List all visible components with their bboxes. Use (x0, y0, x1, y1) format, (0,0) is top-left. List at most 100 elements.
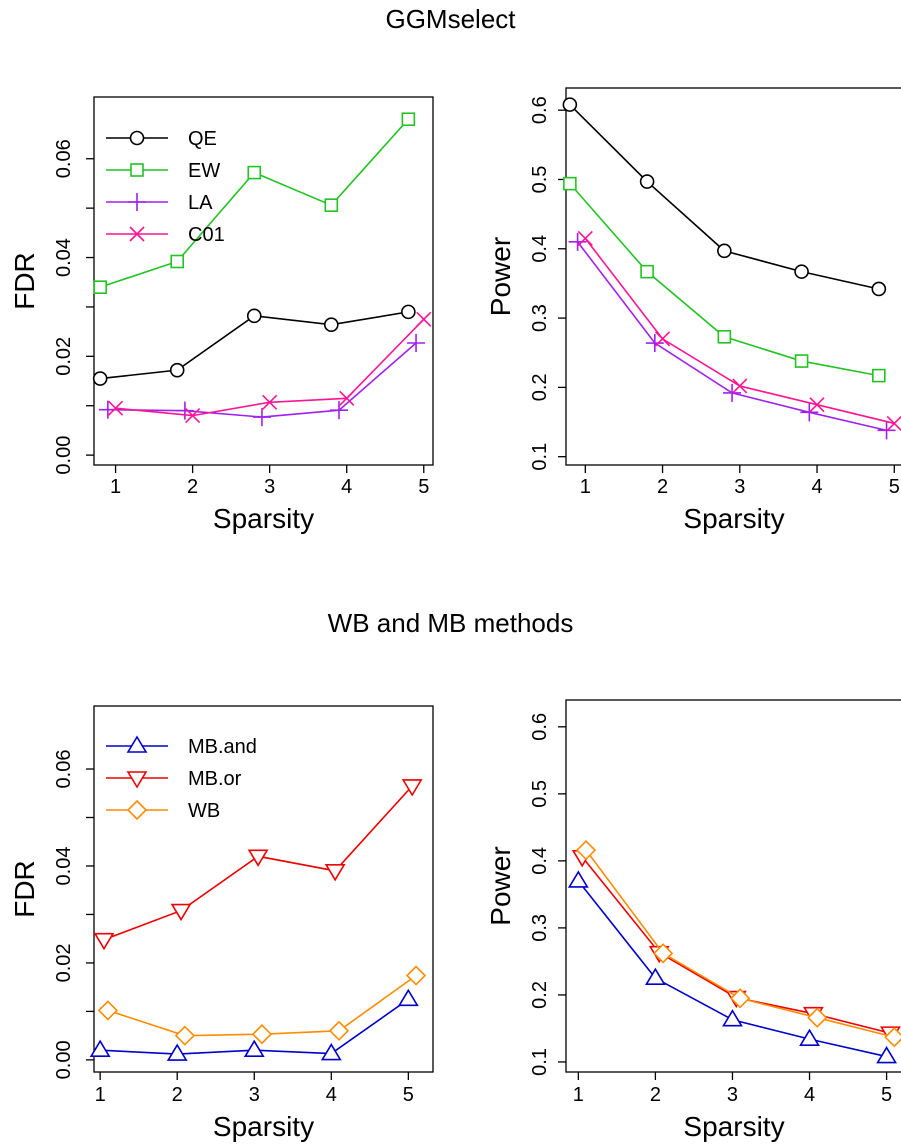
legend: MB.and MB.or WB (106, 735, 257, 822)
series-MB.and (567, 870, 898, 1064)
data-point (644, 967, 666, 985)
data-point (324, 198, 339, 212)
data-point (639, 174, 655, 189)
data-point (876, 1046, 898, 1064)
data-point (577, 230, 593, 246)
data-point (251, 1024, 273, 1045)
bottom-section-title: WB and MB methods (327, 608, 574, 638)
x-tick-label: 4 (804, 1084, 815, 1106)
data-point (401, 304, 416, 320)
x-tick-label: 5 (403, 1084, 414, 1106)
data-point (732, 378, 748, 394)
series-line (99, 118, 409, 288)
x-axis-label: Sparsity (213, 503, 314, 534)
legend: QE EW LA C01 (106, 128, 225, 246)
data-point (170, 903, 192, 922)
data-point (722, 1009, 743, 1027)
data-point (405, 965, 427, 986)
data-point (640, 264, 654, 279)
y-tick-label: 0.3 (529, 304, 551, 332)
x-tick-label: 5 (889, 476, 900, 498)
y-tick-label: 0.2 (529, 373, 551, 401)
y-axis-label: Power (485, 846, 516, 925)
data-point (130, 163, 144, 177)
y-axis-label: FDR (9, 252, 40, 310)
x-tick-label: 1 (580, 476, 591, 498)
data-point (567, 870, 589, 888)
legend-label: EW (188, 160, 220, 182)
y-tick-label: 0.5 (529, 166, 551, 194)
y-tick-label: 0.02 (53, 337, 75, 376)
data-point (170, 254, 185, 269)
series-EW (563, 176, 886, 383)
data-point (397, 988, 419, 1007)
data-point (328, 1020, 350, 1041)
y-tick-label: 0.1 (529, 1048, 551, 1076)
data-point (247, 165, 262, 180)
data-point (126, 735, 148, 753)
x-tick-label: 2 (650, 1084, 661, 1106)
series-C01 (108, 311, 432, 424)
data-point (563, 176, 577, 191)
data-point (886, 415, 901, 431)
y-tick-label: 0.4 (529, 235, 551, 263)
y-tick-label: 0.6 (529, 713, 551, 741)
series-WB (575, 840, 901, 1048)
x-tick-label: 1 (95, 1084, 106, 1106)
data-point (262, 394, 278, 410)
series-MB.and (89, 988, 419, 1061)
legend-label: LA (188, 192, 213, 214)
series-WB (97, 965, 427, 1046)
series-line (585, 849, 895, 1038)
plot-frame (93, 705, 434, 1073)
data-point (126, 799, 148, 821)
data-point (794, 354, 809, 368)
data-point (871, 281, 887, 297)
x-axis-label: Sparsity (683, 1111, 784, 1142)
y-tick-label: 0.02 (53, 943, 75, 982)
data-point (323, 317, 339, 333)
data-point (654, 331, 671, 347)
data-point (129, 226, 145, 242)
x-tick-label: 5 (881, 1084, 892, 1106)
data-point (730, 988, 751, 1009)
y-tick-label: 0.04 (53, 847, 75, 886)
x-tick-label: 1 (110, 476, 121, 498)
data-point (320, 1043, 342, 1061)
series-line (577, 880, 887, 1058)
data-point (129, 130, 145, 146)
data-point (175, 401, 194, 420)
x-tick-label: 2 (187, 476, 198, 498)
series-line (569, 104, 880, 290)
series-LA (568, 232, 896, 440)
data-point (794, 264, 809, 279)
y-axis-label: FDR (9, 860, 40, 918)
data-point (807, 1007, 828, 1028)
x-tick-label: 3 (734, 476, 745, 498)
data-point (562, 97, 578, 112)
data-point (185, 408, 201, 424)
y-tick-label: 0.3 (529, 914, 551, 942)
series-line (576, 241, 887, 432)
x-tick-label: 3 (727, 1084, 738, 1106)
series-line (107, 342, 417, 418)
y-tick-label: 0.00 (53, 1040, 75, 1079)
data-point (97, 1000, 118, 1021)
legend-label: MB.and (188, 736, 257, 758)
y-tick-label: 0.1 (529, 443, 551, 471)
data-point (166, 1043, 188, 1061)
x-tick-label: 1 (573, 1084, 584, 1106)
data-point (174, 1025, 196, 1046)
chart-panel-4: 1 2 3 4 5 0.1 0.2 0.3 0.4 0.5 0.6 Sparsity Power (485, 699, 901, 1142)
series-QE (562, 97, 887, 297)
data-point (324, 864, 346, 882)
data-point (108, 400, 124, 416)
data-point (401, 779, 423, 797)
data-point (252, 408, 271, 427)
data-point (246, 308, 262, 324)
data-point (877, 421, 896, 440)
y-tick-label: 0.04 (53, 238, 75, 277)
data-point (89, 1039, 111, 1057)
series-MB.or (93, 779, 423, 951)
data-point (800, 403, 819, 422)
